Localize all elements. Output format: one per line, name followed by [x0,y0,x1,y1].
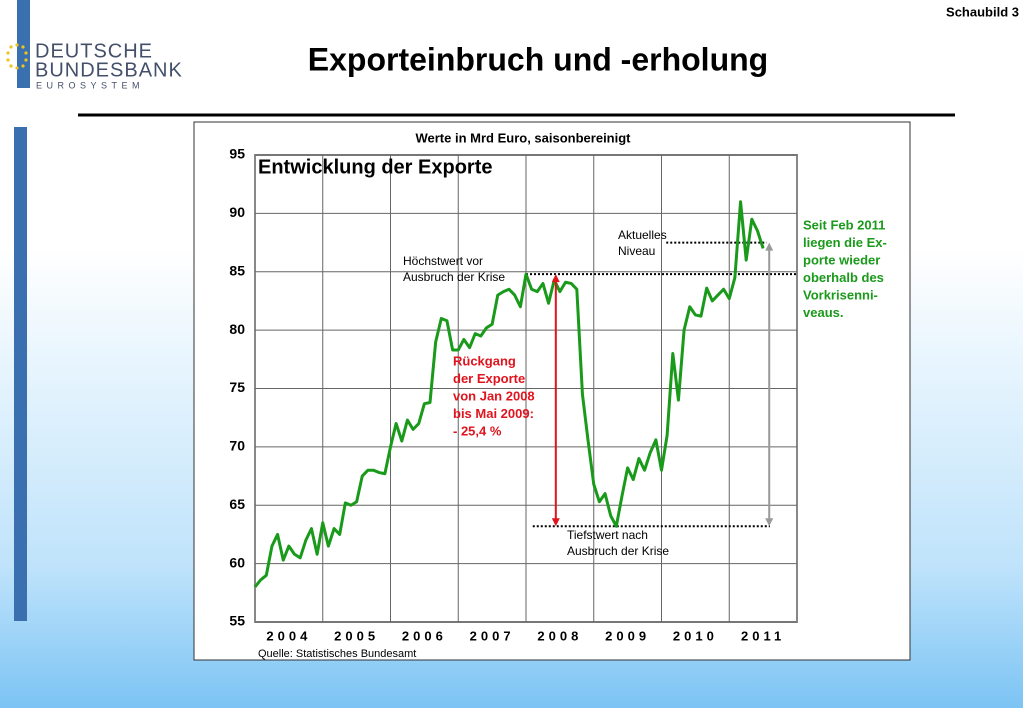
x-tick-label: 2006 [402,628,447,643]
annotation: Aktuelles [618,228,667,242]
annotation: Ausbruch der Krise [403,270,505,284]
arrow-head [551,518,560,527]
annotation: bis Mai 2009: [453,406,534,421]
annotation: Höchstwert vor [403,254,483,268]
y-tick-label: 90 [229,204,245,220]
y-tick-label: 65 [229,496,245,512]
x-tick-label: 2005 [334,628,379,643]
arrow-head [765,518,774,527]
x-tick-label: 2007 [470,628,515,643]
chart-subtitle: Werte in Mrd Euro, saisonbereinigt [415,130,631,145]
slide-title: Exporteinbruch und -erholung [308,41,768,77]
x-tick-label: 2008 [537,628,582,643]
y-tick-label: 70 [229,438,245,454]
annotation: oberhalb des [803,270,884,285]
annotation: Rückgang [453,353,516,368]
x-tick-label: 2011 [741,628,785,643]
annotation: Niveau [618,244,655,258]
side-bar [17,0,30,88]
arrow-head [765,242,774,251]
logo-text: DEUTSCHE [35,40,153,62]
annotation: veaus. [803,305,843,320]
x-tick-label: 2010 [673,628,718,643]
annotation: der Exporte [453,371,525,386]
annotation: - 25,4 % [453,423,502,438]
annotation: liegen die Ex- [803,235,887,250]
side-bar [14,127,27,621]
source: Quelle: Statistisches Bundesamt [258,648,416,660]
annotation: porte wieder [803,252,880,267]
y-tick-label: 60 [229,554,245,570]
y-tick-label: 80 [229,321,245,337]
logo-text: EUROSYSTEM [36,80,144,90]
annotation: von Jan 2008 [453,388,535,403]
annotation: Seit Feb 2011 [803,217,885,232]
annotation: Ausbruch der Krise [567,544,669,558]
y-tick-label: 55 [229,613,245,629]
y-tick-label: 85 [229,262,245,278]
y-tick-label: 95 [229,146,245,162]
chart-title: Entwicklung der Exporte [258,156,492,178]
logo-stars [6,43,28,70]
annotation: Tiefstwert nach [567,528,648,542]
arrow-head [551,274,560,283]
logo-text: BUNDESBANK [35,59,183,81]
slide-label: Schaubild 3 [946,4,1019,19]
annotation: Vorkrisenni- [803,287,878,302]
plot: 55 60 65 70 75 80 85 90 95 2004 2005 2006 2007 2008 20… [229,146,886,644]
y-tick-label: 75 [229,379,245,395]
x-tick-label: 2004 [266,628,311,643]
line [253,200,765,588]
x-tick-label: 2009 [605,628,650,643]
